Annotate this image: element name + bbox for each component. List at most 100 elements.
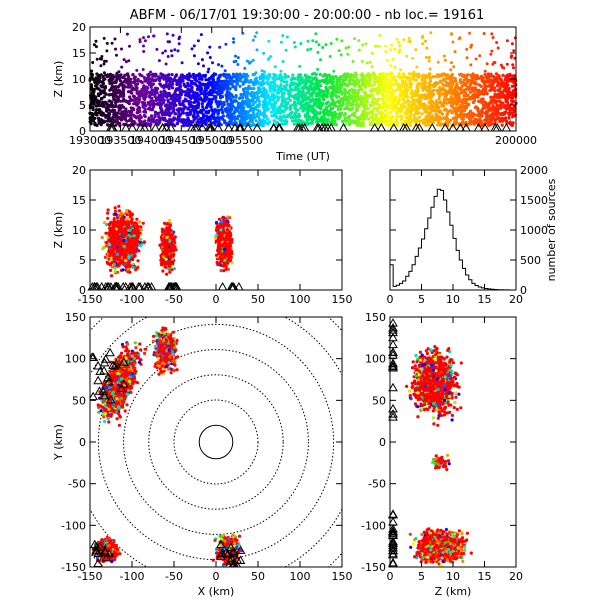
source-point <box>512 81 516 85</box>
source-point <box>236 63 240 66</box>
source-point <box>157 59 161 63</box>
source-point <box>395 37 399 41</box>
source-point <box>175 108 179 112</box>
source-point <box>135 110 139 114</box>
source-point <box>510 54 514 58</box>
source-point <box>180 73 184 77</box>
source-point <box>114 115 118 119</box>
source-point <box>487 102 491 107</box>
source-point <box>255 76 258 80</box>
source-point <box>95 123 99 127</box>
source-point <box>417 111 421 115</box>
source-point <box>503 87 507 91</box>
source-point <box>284 48 288 52</box>
source-point <box>432 88 436 92</box>
source-point <box>121 87 125 91</box>
source-point <box>505 39 509 43</box>
source-point <box>317 104 321 109</box>
source-point <box>235 78 239 82</box>
source-point <box>186 87 190 91</box>
source-point <box>347 117 352 121</box>
source-point <box>359 78 363 82</box>
source-point <box>259 83 263 87</box>
source-point <box>347 91 351 95</box>
source-point <box>496 46 500 50</box>
source-point <box>384 50 388 54</box>
source-point <box>90 75 94 79</box>
source-point <box>158 82 162 86</box>
source-point <box>200 77 204 81</box>
source-point <box>421 73 425 77</box>
y-tick-label: 5 <box>79 99 86 112</box>
source-point <box>400 118 404 122</box>
source-point <box>107 111 111 115</box>
source-point <box>378 82 382 86</box>
source-point <box>335 37 339 41</box>
source-point <box>398 93 402 97</box>
source-point <box>503 110 507 114</box>
source-point <box>128 89 133 93</box>
source-point <box>94 98 98 103</box>
source-point <box>165 80 169 84</box>
source-point <box>310 82 314 86</box>
source-point <box>502 84 506 89</box>
source-point <box>458 36 462 40</box>
source-point <box>157 115 161 119</box>
source-point <box>500 92 504 96</box>
source-point <box>139 115 143 119</box>
source-point <box>416 72 420 76</box>
source-point <box>479 91 483 96</box>
source-point <box>118 104 122 108</box>
source-point <box>284 107 288 111</box>
source-point <box>338 75 342 79</box>
source-point <box>458 104 462 109</box>
source-point <box>251 73 255 77</box>
source-point <box>285 80 289 84</box>
source-point <box>135 68 139 72</box>
source-point <box>461 102 465 106</box>
source-point <box>336 108 340 112</box>
source-point <box>359 95 363 99</box>
source-point <box>395 83 399 87</box>
source-point <box>364 116 368 120</box>
source-point <box>469 73 473 77</box>
source-point <box>322 110 326 114</box>
source-point <box>149 108 153 112</box>
source-point <box>440 92 444 96</box>
source-point <box>211 61 214 65</box>
source-point <box>298 73 303 77</box>
source-point <box>350 88 354 92</box>
source-point <box>409 40 412 44</box>
source-point <box>240 113 244 117</box>
source-point <box>493 61 497 64</box>
source-point <box>212 112 216 116</box>
source-point <box>463 104 467 108</box>
source-point <box>437 73 441 77</box>
source-point <box>262 107 266 112</box>
source-point <box>402 85 406 89</box>
source-point <box>429 31 433 35</box>
source-point <box>389 64 393 68</box>
source-point <box>408 82 412 86</box>
source-point <box>187 76 191 80</box>
source-point <box>348 114 352 118</box>
source-point <box>246 105 250 109</box>
source-point <box>94 45 98 49</box>
source-point <box>476 108 480 112</box>
source-point <box>258 118 262 122</box>
source-point <box>262 51 266 55</box>
source-point <box>419 95 423 99</box>
source-point <box>396 102 400 106</box>
source-point <box>511 121 515 125</box>
source-point <box>100 235 104 240</box>
source-point <box>400 104 404 108</box>
source-point <box>195 110 199 114</box>
source-point <box>458 78 462 82</box>
source-point <box>225 90 229 94</box>
source-point <box>250 90 254 94</box>
source-point <box>408 123 412 128</box>
source-point <box>402 101 406 105</box>
source-point <box>247 113 251 117</box>
source-point <box>363 107 367 111</box>
source-point <box>125 114 129 118</box>
